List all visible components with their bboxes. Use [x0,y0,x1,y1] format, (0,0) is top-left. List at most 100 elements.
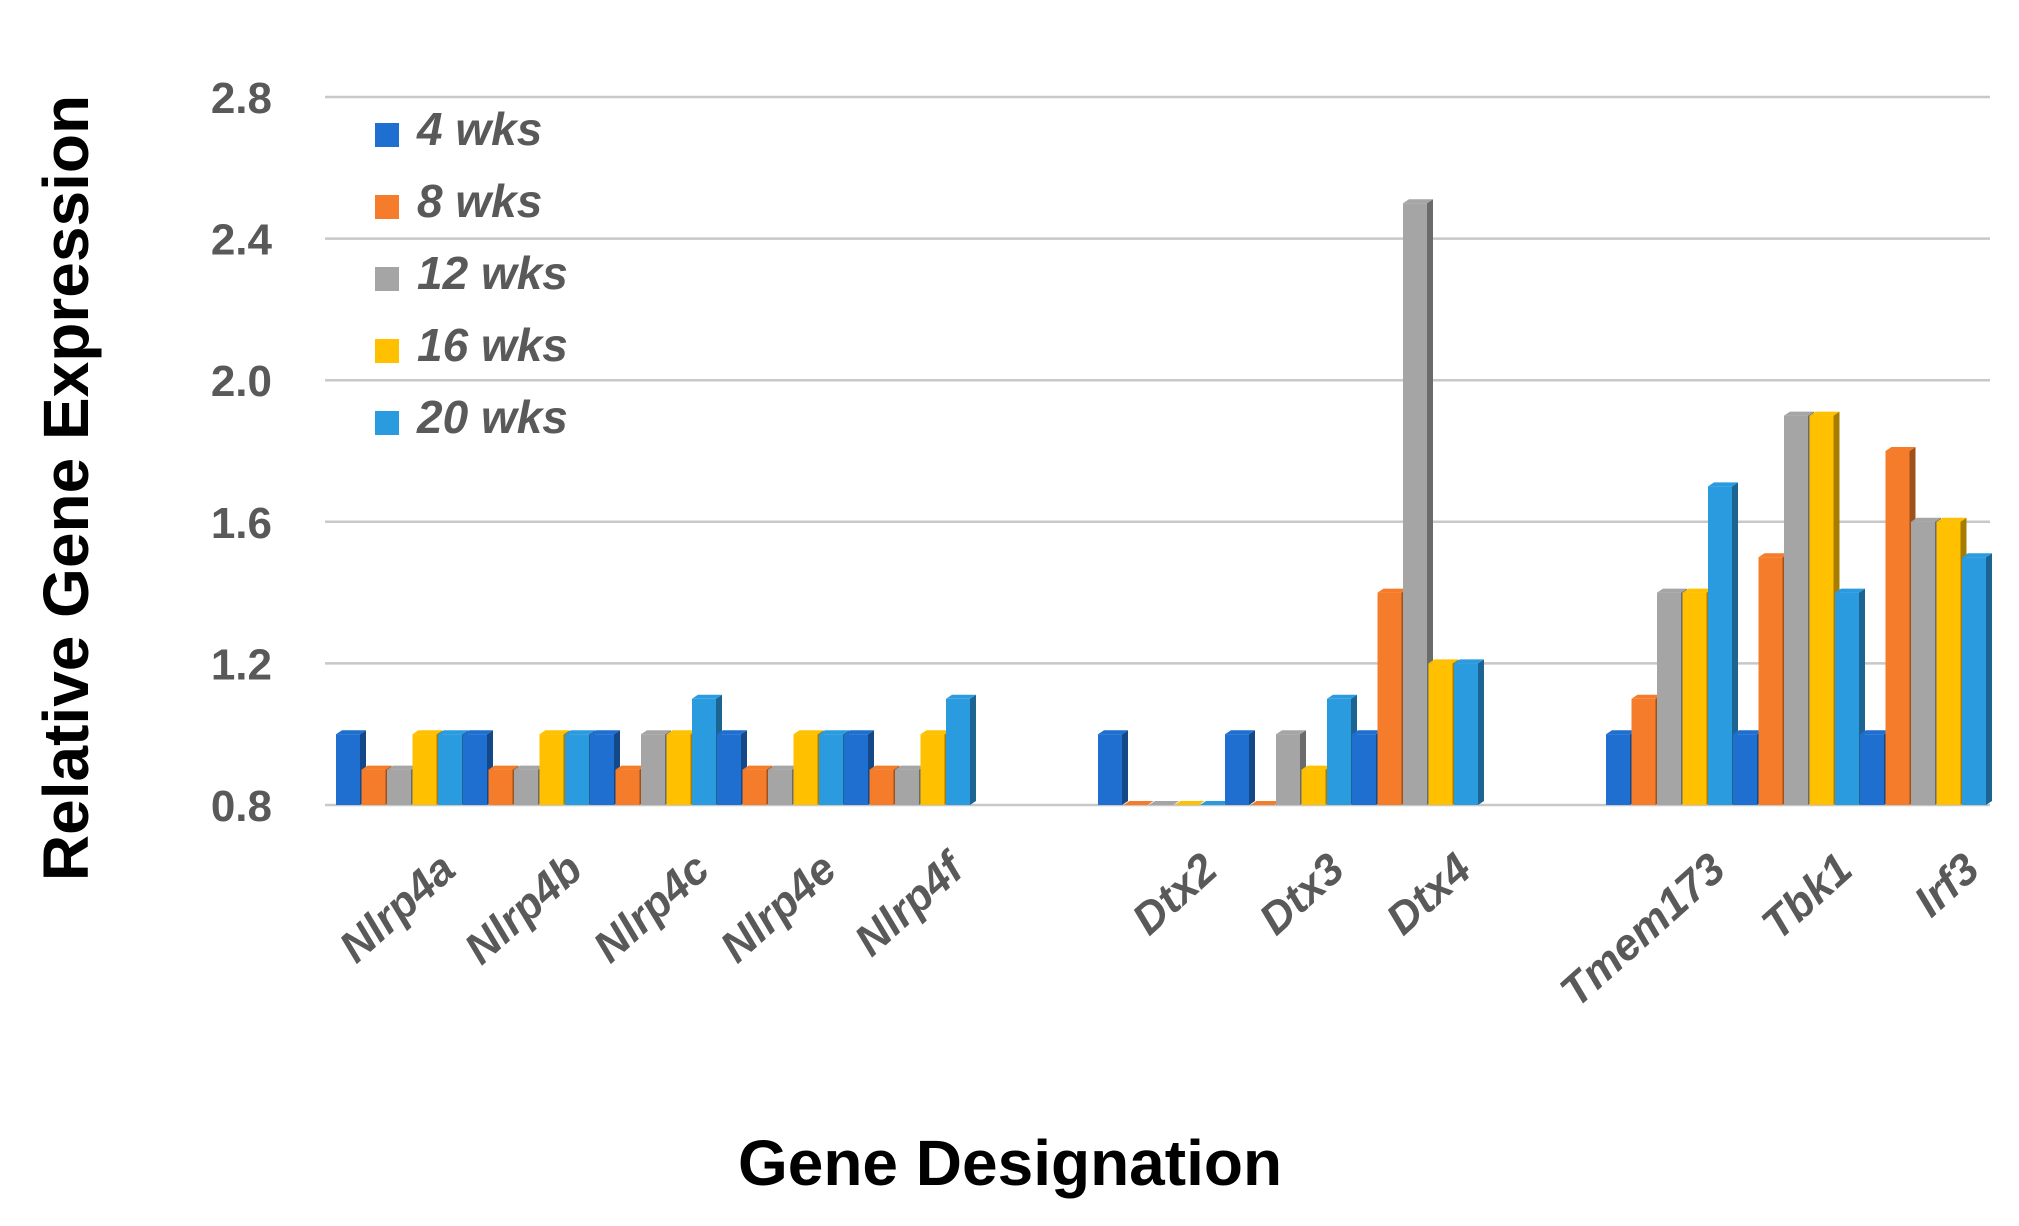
bar-front [1936,521,1961,805]
y-tick-label: 0.8 [211,782,272,831]
bar-top [1682,588,1713,593]
bar-top [946,694,976,699]
bar-front [361,769,386,805]
bar-front [1835,592,1859,805]
bar-top [1860,730,1890,735]
bar-top [819,730,849,735]
y-tick-label: 2.0 [211,357,272,406]
bar-front [1428,663,1453,805]
bar-top [1377,588,1408,593]
legend-label: 12 wks [417,247,568,299]
bar-front [1377,592,1402,805]
bar-top [1098,730,1128,735]
bar-top [692,694,722,699]
bar-top [844,730,874,735]
bar-top [514,765,544,770]
bar-front [488,769,513,805]
gridlines [325,95,1990,807]
legend-swatch [375,123,399,147]
bar-front [387,769,411,805]
y-tick-label: 2.8 [211,74,272,123]
bar-top [1606,730,1636,735]
bar-front [1225,734,1249,805]
bar-top [1149,801,1179,805]
bar-top [488,765,519,770]
bar-front [768,769,792,805]
bar-side [1986,553,1992,805]
bar-front [1454,663,1478,805]
y-tick-label: 1.2 [211,640,272,689]
bar-front [1784,415,1808,805]
bar-top [1708,482,1738,487]
legend: 4 wks 8 wks 12 wks 16 wks 20 wks [375,103,568,443]
bar-front [1682,592,1707,805]
bar-top [590,730,620,735]
bar-front [920,734,945,805]
bar-side [1478,659,1484,805]
bar-top [1962,553,1992,558]
bar-front [1403,203,1427,805]
bar-front [590,734,614,805]
legend-swatch [375,267,399,291]
x-axis-label: Gene Designation [738,1127,1282,1199]
bar-top [1885,447,1916,451]
bar-dtx3-8-wks [1250,801,1281,805]
bar-top [615,765,646,770]
bar-top [1200,801,1230,805]
bar-front [946,698,970,805]
bar-front [1276,734,1300,805]
x-tick-label-nlrp4b: Nlrp4b [455,844,591,974]
bar-top [641,730,671,735]
bar-top [1784,411,1814,416]
bar-nlrp4f-20-wks [946,694,976,805]
bar-front [514,769,538,805]
bar-side [1122,730,1128,805]
x-tick-label-dtx4: Dtx4 [1377,844,1481,944]
bar-top [1352,730,1382,735]
bar-dtx4-20-wks [1454,659,1484,805]
x-tick-label-dtx3: Dtx3 [1250,844,1354,944]
bar-top [539,730,570,735]
bar-tmem173-20-wks [1708,482,1738,805]
bar-front [793,734,818,805]
bar-top [1835,588,1865,593]
bar-dtx2-4-wks [1098,730,1128,805]
bar-top [1454,659,1484,664]
bar-front [438,734,462,805]
bar-front [463,734,487,805]
bar-top [1733,730,1763,735]
bar-front [1657,592,1681,805]
bar-top [361,765,392,770]
bar-front [1606,734,1630,805]
bar-top [869,765,900,770]
x-tick-label-nlrp4c: Nlrp4c [584,844,719,972]
bar-front [1327,698,1351,805]
bar-dtx2-12-wks [1149,801,1179,805]
bar-top [666,730,697,735]
legend-label: 16 wks [417,319,568,371]
bar-front [666,734,691,805]
bar-dtx2-8-wks [1123,801,1154,805]
bar-front [412,734,437,805]
bar-top [717,730,747,735]
bar-top [1174,801,1205,805]
bar-top [1123,801,1154,805]
legend-swatch [375,195,399,219]
bar-front [1301,769,1326,805]
bar-dtx4-12-wks [1403,199,1433,805]
x-tick-label-nlrp4e: Nlrp4e [711,844,846,972]
bar-top [742,765,773,770]
bar-top [1403,199,1433,204]
bar-top [565,730,595,735]
bar-side [1249,730,1255,805]
bar-top [1428,659,1459,664]
x-tick-label-irf3: Irf3 [1905,844,1989,926]
bar-front [1708,486,1732,805]
bar-top [1225,730,1255,735]
bar-nlrp4a-4-wks [336,730,366,805]
bar-dtx2-16-wks [1174,801,1205,805]
bar-top [768,765,798,770]
bar-front [844,734,868,805]
